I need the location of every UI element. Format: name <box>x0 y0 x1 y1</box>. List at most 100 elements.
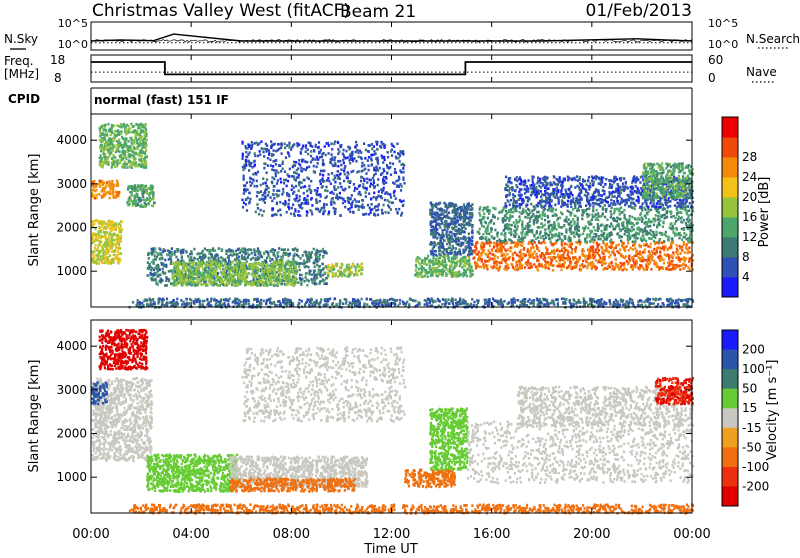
cell-10-489 <box>623 262 625 265</box>
cell-0-216 <box>92 253 94 256</box>
cell-9-328 <box>463 203 465 206</box>
cell-0-147 <box>93 250 95 253</box>
cell-10-534 <box>474 245 476 248</box>
cell-7-498 <box>320 183 322 186</box>
cell-9-474 <box>466 211 468 214</box>
cell-4-667 <box>191 253 193 256</box>
cell-7-321 <box>391 202 393 205</box>
cell-4-384 <box>148 267 150 270</box>
cell-10-521 <box>626 260 628 263</box>
cell-7-832 <box>399 199 401 202</box>
cell-2-411 <box>110 134 112 137</box>
cell-1-100 <box>112 192 114 195</box>
cell-2-412 <box>123 163 125 166</box>
cell-5-578 <box>234 284 236 287</box>
cell-7-741 <box>287 180 289 183</box>
cell-8-284 <box>440 261 442 264</box>
cell-10-369 <box>556 249 558 252</box>
cell-5-278 <box>205 278 207 281</box>
cell-7-538 <box>310 155 312 158</box>
cell-7-397 <box>260 209 262 212</box>
cell-10-311 <box>566 267 568 270</box>
cell-4-393 <box>158 247 160 250</box>
cell-7-124 <box>271 168 273 171</box>
cell-5-454 <box>235 273 237 276</box>
cell-8-248 <box>435 274 437 277</box>
cell-7-762 <box>401 212 403 215</box>
cell-5-600 <box>280 273 282 276</box>
cell-7-286 <box>337 160 339 163</box>
cell-0-269 <box>102 249 104 252</box>
cell-3-117 <box>145 189 147 192</box>
cell-4-582 <box>307 266 309 269</box>
cell-4-344 <box>162 268 164 271</box>
cell-1-36 <box>111 180 113 183</box>
cell-2-312 <box>104 162 106 165</box>
cell-2-308 <box>121 165 123 168</box>
cell-9-466 <box>434 230 436 233</box>
cell-5-441 <box>196 278 198 281</box>
cell-4-389 <box>173 253 175 256</box>
cell-5-586 <box>175 284 177 287</box>
cell-4-640 <box>161 258 163 261</box>
cell-7-291 <box>400 163 402 166</box>
cell-7-523 <box>369 207 371 210</box>
cell-10-526 <box>488 250 490 253</box>
cell-9-302 <box>435 214 437 217</box>
cell-7-835 <box>314 189 316 192</box>
cell-0-118 <box>104 226 106 229</box>
cell-4-717 <box>164 259 166 262</box>
cell-9-291 <box>463 236 465 239</box>
cell-10-95 <box>559 250 561 253</box>
cell-1-31 <box>106 181 108 184</box>
cell-7-349 <box>382 181 384 184</box>
cell-5-682 <box>294 282 296 285</box>
cell-8-236 <box>445 272 447 275</box>
cell-7-660 <box>403 182 405 185</box>
cell-2-445 <box>126 166 128 169</box>
cell-9-374 <box>455 213 457 216</box>
cell-8-231 <box>464 258 466 261</box>
cell-10-262 <box>506 253 508 256</box>
cell-7-861 <box>328 152 330 155</box>
nsearch-label: N.Search <box>746 32 800 46</box>
cell-4-709 <box>155 272 157 275</box>
cell-7-500 <box>303 179 305 182</box>
cell-7-611 <box>294 214 296 217</box>
cell-4-713 <box>320 269 322 272</box>
cell-5-585 <box>211 261 213 264</box>
cell-7-457 <box>262 151 264 154</box>
cell-5-639 <box>289 276 291 279</box>
cell-9-320 <box>455 247 457 250</box>
cell-0-289 <box>114 250 116 253</box>
cell-2-302 <box>123 123 125 126</box>
cell-7-381 <box>334 181 336 184</box>
cell-7-645 <box>322 170 324 173</box>
cell-9-94 <box>435 254 437 257</box>
cell-2-145 <box>128 128 130 131</box>
cell-2-399 <box>139 144 141 147</box>
cell-5-629 <box>231 277 233 280</box>
freq-label-line2: [MHz] <box>4 67 39 81</box>
cell-2-440 <box>99 139 101 142</box>
cell-5-571 <box>236 263 238 266</box>
cell-9-314 <box>447 239 449 242</box>
cell-7-137 <box>272 165 274 168</box>
cell-7-706 <box>392 163 394 166</box>
cell-9-389 <box>471 243 473 246</box>
cell-8-275 <box>437 263 439 266</box>
cell-4-489 <box>168 270 170 273</box>
cell-10-211 <box>587 262 589 265</box>
cell-5-555 <box>256 262 258 265</box>
cell-7-695 <box>376 148 378 151</box>
cell-7-643 <box>262 177 264 180</box>
cell-5-561 <box>260 279 262 282</box>
cell-4-823 <box>293 249 295 252</box>
cell-5-486 <box>286 270 288 273</box>
cell-8-281 <box>461 266 463 269</box>
cell-10-543 <box>672 251 674 254</box>
cell-2-356 <box>131 150 133 153</box>
cell-7-869 <box>389 193 391 196</box>
cell-0-179 <box>105 249 107 252</box>
cell-8-277 <box>455 262 457 265</box>
